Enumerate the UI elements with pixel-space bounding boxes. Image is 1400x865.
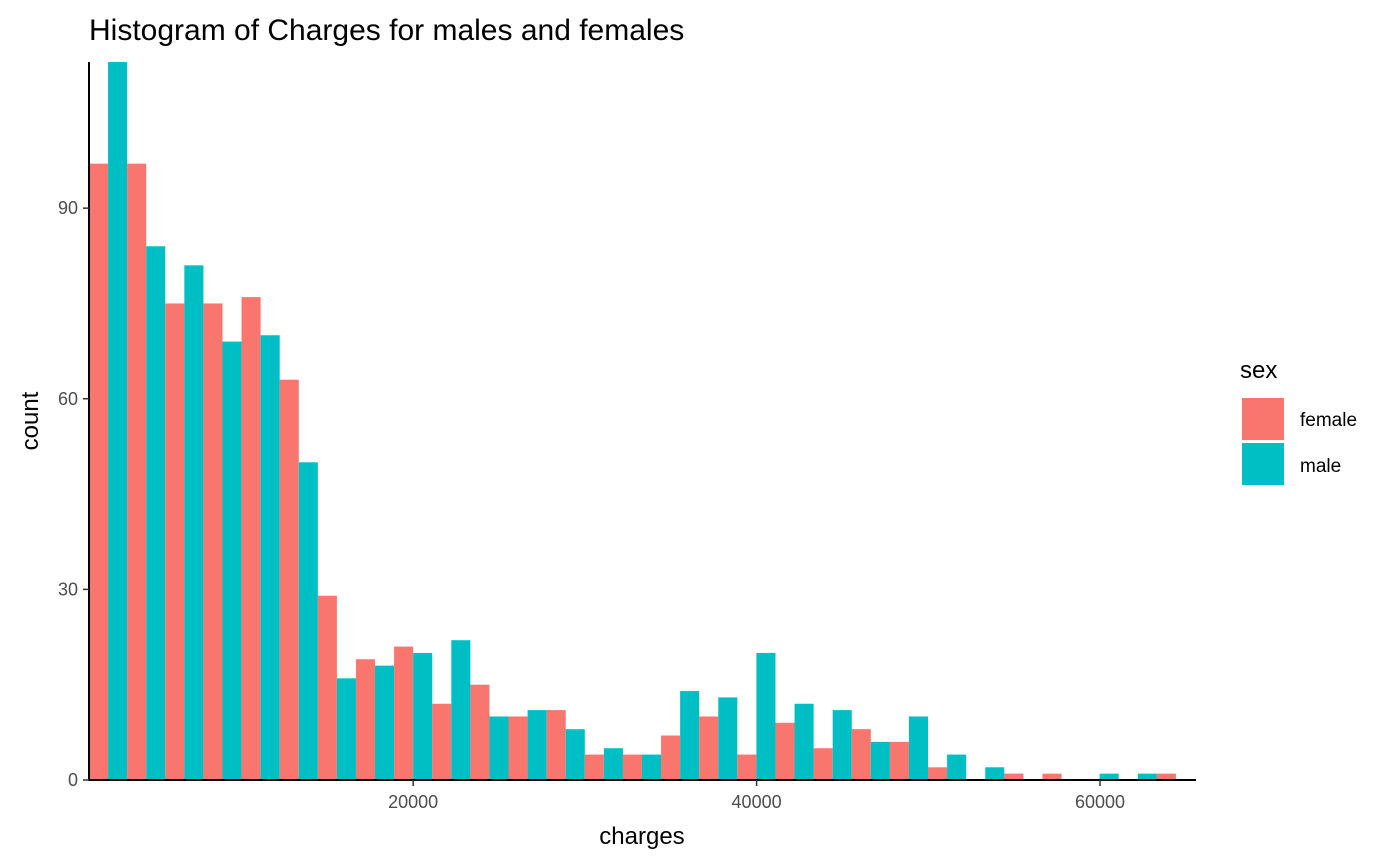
- y-tick-label-60: 60: [58, 389, 78, 409]
- bar-male-16: [718, 697, 738, 780]
- x-tick-label-20000: 20000: [388, 792, 438, 812]
- bar-male-2: [184, 265, 204, 781]
- bar-female-5: [279, 379, 299, 780]
- legend-label-female: female: [1300, 410, 1357, 431]
- x-axis-ticks: 20000 40000 60000: [388, 780, 1125, 812]
- legend-title: sex: [1240, 357, 1277, 384]
- bar-female-20: [851, 729, 871, 780]
- bar-male-0: [108, 62, 128, 780]
- bar-female-25: [1042, 773, 1062, 780]
- bar-male-26: [1099, 773, 1119, 780]
- x-tick-label-40000: 40000: [732, 792, 782, 812]
- bar-male-7: [375, 665, 395, 780]
- bar-male-23: [985, 767, 1005, 780]
- y-tick-label-90: 90: [58, 198, 78, 218]
- x-axis-title: charges: [599, 823, 684, 850]
- legend-label-male: male: [1300, 456, 1341, 477]
- chart-title: Histogram of Charges for males and femal…: [89, 14, 684, 47]
- bar-male-27: [1137, 773, 1157, 780]
- y-axis-ticks: 0 30 60 90: [58, 198, 89, 790]
- bar-female-28: [1156, 773, 1176, 780]
- legend-key-male: [1242, 443, 1284, 485]
- bar-male-19: [832, 710, 852, 780]
- bar-male-15: [680, 691, 700, 780]
- bar-female-10: [470, 684, 490, 780]
- bar-female-2: [165, 303, 185, 780]
- y-axis-title: count: [17, 391, 44, 450]
- bar-female-16: [699, 716, 719, 780]
- bar-female-12: [546, 710, 566, 780]
- y-tick-label-0: 0: [68, 770, 78, 790]
- legend: sex female male: [1240, 357, 1357, 485]
- bar-female-6: [317, 595, 337, 780]
- bar-female-15: [661, 735, 681, 780]
- bar-male-21: [908, 716, 929, 780]
- bar-female-1: [127, 163, 147, 780]
- bar-female-22: [928, 767, 948, 780]
- bar-female-18: [775, 722, 795, 780]
- bar-female-8: [394, 646, 414, 780]
- bar-female-7: [355, 659, 376, 780]
- bar-male-10: [489, 716, 509, 780]
- bar-male-9: [451, 640, 471, 780]
- legend-key-female: [1242, 398, 1284, 440]
- bar-female-17: [737, 754, 757, 780]
- bar-male-6: [336, 678, 356, 780]
- bar-male-17: [756, 652, 776, 780]
- bar-male-3: [222, 341, 242, 780]
- bar-male-4: [260, 335, 280, 780]
- bar-female-14: [622, 754, 642, 780]
- bar-male-12: [565, 729, 585, 780]
- y-tick-label-30: 30: [58, 579, 78, 599]
- bar-female-21: [889, 741, 909, 780]
- bar-male-5: [298, 462, 318, 780]
- bar-male-22: [947, 754, 967, 780]
- bar-female-11: [508, 716, 528, 780]
- bars-group: [89, 62, 1176, 781]
- bar-female-4: [241, 297, 261, 780]
- bar-male-18: [794, 703, 814, 780]
- bar-male-14: [641, 754, 662, 780]
- bar-female-0: [89, 163, 109, 780]
- bar-male-11: [527, 710, 547, 780]
- bar-male-13: [603, 748, 623, 780]
- bar-male-8: [413, 652, 433, 780]
- bar-female-19: [813, 748, 833, 780]
- bar-female-24: [1004, 773, 1024, 780]
- bar-male-1: [146, 246, 166, 780]
- bar-male-20: [870, 741, 890, 780]
- bar-female-9: [432, 703, 452, 780]
- x-tick-label-60000: 60000: [1075, 792, 1125, 812]
- bar-female-3: [203, 303, 223, 780]
- bar-female-13: [584, 754, 604, 780]
